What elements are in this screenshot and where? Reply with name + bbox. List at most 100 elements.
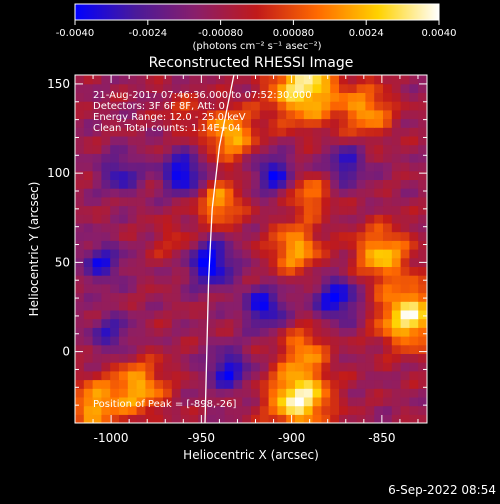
heatmap-cell — [207, 83, 217, 93]
heatmap-cell — [383, 214, 393, 224]
heatmap-cell — [75, 301, 85, 311]
heatmap-cell — [347, 179, 358, 189]
heatmap-cell — [171, 144, 182, 154]
heatmap-cell — [224, 362, 234, 372]
heatmap-cell — [418, 205, 427, 215]
heatmap-cell — [259, 101, 270, 111]
heatmap-cell — [136, 231, 146, 241]
heatmap-cell — [119, 257, 129, 267]
heatmap-cell — [110, 222, 120, 233]
heatmap-cell — [75, 231, 85, 241]
heatmap-cell — [356, 196, 366, 207]
heatmap-cell — [383, 118, 393, 128]
heatmap-cell — [277, 327, 287, 337]
heatmap-cell — [101, 336, 111, 346]
heatmap-cell — [224, 292, 234, 302]
heatmap-cell — [286, 362, 296, 372]
heatmap-cell — [180, 83, 190, 93]
heatmap-cell — [251, 362, 261, 372]
heatmap-cell — [347, 162, 358, 172]
heatmap-cell — [400, 266, 410, 276]
heatmap-cell — [330, 179, 340, 189]
heatmap-cell — [180, 249, 190, 259]
heatmap-cell — [259, 83, 270, 93]
heatmap-cell — [418, 153, 427, 163]
heatmap-cell — [136, 257, 146, 267]
heatmap-cell — [215, 179, 226, 189]
heatmap-cell — [268, 240, 278, 250]
heatmap-cell — [198, 379, 208, 389]
heatmap-cell — [242, 327, 252, 337]
heatmap-cell — [321, 75, 331, 85]
heatmap-cell — [127, 275, 138, 285]
heatmap-cell — [233, 231, 243, 241]
y-tick-label: 0 — [62, 345, 70, 359]
heatmap-cell — [374, 162, 384, 172]
heatmap-cell — [391, 309, 402, 320]
y-axis-label: Heliocentric Y (arcsec) — [27, 182, 41, 317]
heatmap-cell — [374, 275, 384, 285]
heatmap-cell — [163, 301, 173, 311]
heatmap-cell — [251, 92, 261, 102]
heatmap-cell — [409, 301, 419, 311]
heatmap-cell — [180, 135, 190, 146]
heatmap-cell — [180, 75, 190, 85]
heatmap-cell — [127, 379, 138, 389]
heatmap-cell — [154, 83, 164, 93]
heatmap-cell — [391, 327, 402, 337]
heatmap-cell — [303, 83, 314, 93]
heatmap-cell — [242, 414, 252, 423]
heatmap-cell — [189, 362, 199, 372]
heatmap-cell — [277, 344, 287, 354]
heatmap-cell — [207, 109, 217, 120]
heatmap-cell — [171, 396, 182, 407]
heatmap-cell — [418, 283, 427, 294]
heatmap-cell — [75, 188, 85, 198]
heatmap-cell — [365, 318, 375, 328]
heatmap-cell — [268, 231, 278, 241]
heatmap-cell — [374, 309, 384, 320]
heatmap-cell — [409, 283, 419, 294]
heatmap-cell — [391, 127, 402, 137]
heatmap-cell — [136, 275, 146, 285]
heatmap-cell — [127, 92, 138, 102]
heatmap-cell — [75, 83, 85, 93]
heatmap-cell — [321, 388, 331, 398]
heatmap-cell — [277, 301, 287, 311]
heatmap-cell — [75, 353, 85, 363]
heatmap-cell — [365, 336, 375, 346]
heatmap-cell — [145, 396, 155, 407]
heatmap-cell — [189, 162, 199, 172]
heatmap-cell — [409, 118, 419, 128]
heatmap-cell — [189, 249, 199, 259]
heatmap-cell — [127, 292, 138, 302]
heatmap-cell — [321, 249, 331, 259]
heatmap-cell — [207, 414, 217, 423]
heatmap-cell — [400, 240, 410, 250]
heatmap-cell — [312, 240, 322, 250]
heatmap-cell — [198, 75, 208, 85]
heatmap-cell — [101, 162, 111, 172]
heatmap-cell — [75, 240, 85, 250]
heatmap-cell — [277, 309, 287, 320]
heatmap-cell — [171, 118, 182, 128]
heatmap-cell — [383, 179, 393, 189]
heatmap-cell — [215, 414, 226, 423]
heatmap-cell — [303, 109, 314, 120]
heatmap-cell — [75, 222, 85, 233]
heatmap-cell — [312, 414, 322, 423]
heatmap-cell — [189, 405, 199, 415]
heatmap-cell — [207, 249, 217, 259]
heatmap-cell — [101, 231, 111, 241]
heatmap-cell — [312, 170, 322, 180]
heatmap-cell — [330, 257, 340, 267]
heatmap-cell — [409, 388, 419, 398]
heatmap-cell — [180, 301, 190, 311]
heatmap-cell — [189, 205, 199, 215]
heatmap-cell — [189, 318, 199, 328]
heatmap-cell — [303, 257, 314, 267]
heatmap-cell — [171, 283, 182, 294]
heatmap-cell — [409, 240, 419, 250]
heatmap-cell — [233, 327, 243, 337]
heatmap-cell — [75, 205, 85, 215]
